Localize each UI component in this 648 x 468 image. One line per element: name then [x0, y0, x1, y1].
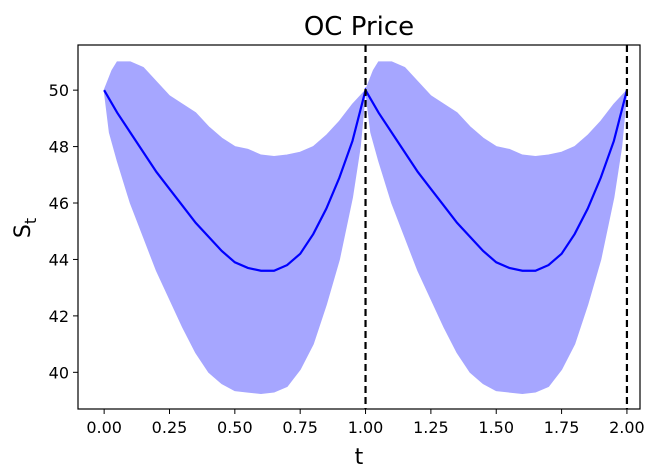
y-axis-label-sub: t: [21, 218, 40, 224]
x-axis-label: t: [355, 445, 364, 468]
y-axis-label: St: [11, 218, 40, 238]
y-tick-label: 44: [49, 250, 69, 269]
x-tick-label: 0.25: [152, 418, 188, 437]
x-tick-label: 1.25: [413, 418, 449, 437]
y-tick-label: 50: [49, 81, 69, 100]
x-tick-label: 2.00: [609, 418, 645, 437]
plot-area: [103, 45, 629, 409]
x-tick-label: 0.75: [282, 418, 318, 437]
svg-text:St: St: [11, 218, 40, 238]
chart-title: OC Price: [304, 12, 414, 42]
y-tick-label: 48: [49, 138, 69, 157]
x-tick-label: 0.50: [217, 418, 253, 437]
x-tick-label: 0.00: [86, 418, 122, 437]
x-tick-label: 1.50: [478, 418, 514, 437]
x-tick-label: 1.75: [544, 418, 580, 437]
x-tick-label: 1.00: [348, 418, 384, 437]
confidence-band: [103, 61, 628, 394]
y-tick-label: 42: [49, 307, 69, 326]
y-tick-label: 40: [49, 363, 69, 382]
axes-frame: [77, 44, 641, 410]
y-axis-label-main: S: [11, 224, 36, 238]
axes: 0.00 0.25 0.50 0.75 1.00 1.25 1.50 1.75 2.00 40 42…: [49, 44, 645, 437]
y-tick-label: 46: [49, 194, 69, 213]
